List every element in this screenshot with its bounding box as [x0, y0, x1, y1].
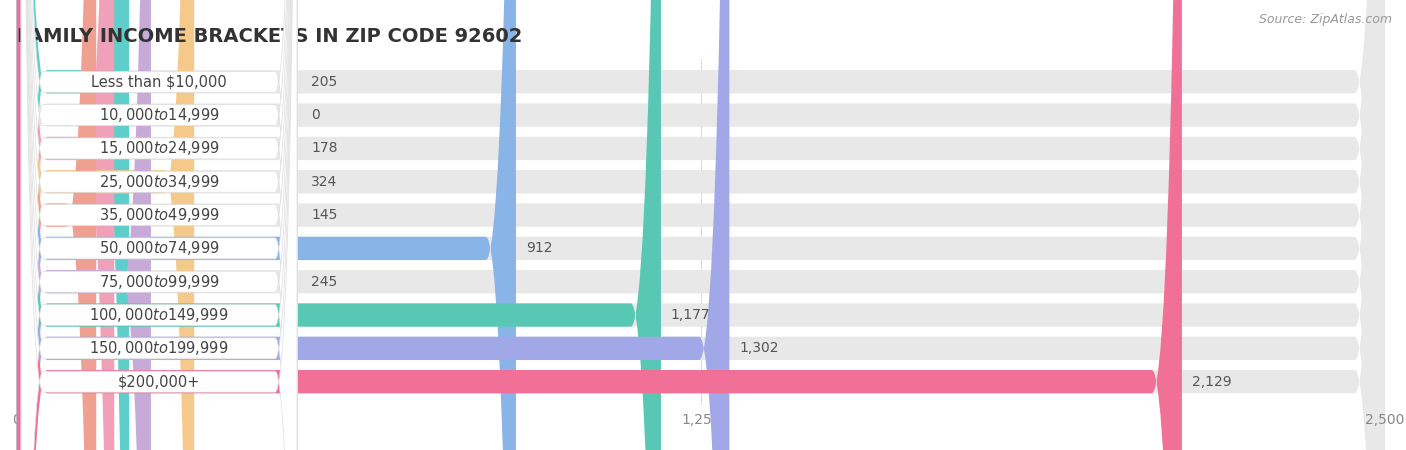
FancyBboxPatch shape	[17, 0, 194, 450]
Text: Less than $10,000: Less than $10,000	[91, 74, 226, 89]
Text: 0: 0	[311, 108, 321, 122]
FancyBboxPatch shape	[17, 0, 1385, 450]
Text: $25,000 to $34,999: $25,000 to $34,999	[98, 173, 219, 191]
FancyBboxPatch shape	[17, 0, 1182, 450]
FancyBboxPatch shape	[21, 0, 297, 450]
Text: $15,000 to $24,999: $15,000 to $24,999	[98, 140, 219, 158]
Text: Source: ZipAtlas.com: Source: ZipAtlas.com	[1258, 14, 1392, 27]
FancyBboxPatch shape	[17, 0, 1385, 450]
FancyBboxPatch shape	[17, 0, 150, 450]
Text: 205: 205	[311, 75, 337, 89]
Text: $100,000 to $149,999: $100,000 to $149,999	[90, 306, 229, 324]
Text: $10,000 to $14,999: $10,000 to $14,999	[98, 106, 219, 124]
FancyBboxPatch shape	[17, 0, 1385, 450]
FancyBboxPatch shape	[17, 0, 516, 450]
Text: FAMILY INCOME BRACKETS IN ZIP CODE 92602: FAMILY INCOME BRACKETS IN ZIP CODE 92602	[17, 27, 522, 46]
Text: 145: 145	[311, 208, 337, 222]
FancyBboxPatch shape	[21, 0, 297, 450]
FancyBboxPatch shape	[17, 0, 1385, 450]
FancyBboxPatch shape	[17, 0, 1385, 450]
FancyBboxPatch shape	[17, 0, 114, 450]
FancyBboxPatch shape	[17, 0, 96, 450]
Text: 324: 324	[311, 175, 337, 189]
FancyBboxPatch shape	[17, 0, 1385, 450]
FancyBboxPatch shape	[17, 0, 1385, 450]
FancyBboxPatch shape	[21, 0, 297, 450]
FancyBboxPatch shape	[21, 0, 297, 450]
Text: 245: 245	[311, 275, 337, 289]
FancyBboxPatch shape	[21, 0, 297, 450]
Text: 1,302: 1,302	[740, 342, 779, 356]
FancyBboxPatch shape	[17, 0, 661, 450]
Text: $200,000+: $200,000+	[118, 374, 200, 389]
Text: 178: 178	[311, 141, 337, 155]
FancyBboxPatch shape	[21, 0, 297, 450]
Text: 2,129: 2,129	[1192, 375, 1232, 389]
Text: $35,000 to $49,999: $35,000 to $49,999	[98, 206, 219, 224]
FancyBboxPatch shape	[21, 0, 297, 450]
FancyBboxPatch shape	[21, 0, 297, 450]
FancyBboxPatch shape	[21, 0, 297, 450]
FancyBboxPatch shape	[17, 0, 1385, 450]
Text: $75,000 to $99,999: $75,000 to $99,999	[98, 273, 219, 291]
FancyBboxPatch shape	[17, 0, 1385, 450]
Text: 912: 912	[526, 241, 553, 256]
FancyBboxPatch shape	[17, 0, 1385, 450]
Text: 1,177: 1,177	[671, 308, 710, 322]
FancyBboxPatch shape	[17, 0, 129, 450]
Text: $150,000 to $199,999: $150,000 to $199,999	[90, 339, 229, 357]
FancyBboxPatch shape	[21, 0, 297, 450]
FancyBboxPatch shape	[17, 0, 730, 450]
Text: $50,000 to $74,999: $50,000 to $74,999	[98, 239, 219, 257]
